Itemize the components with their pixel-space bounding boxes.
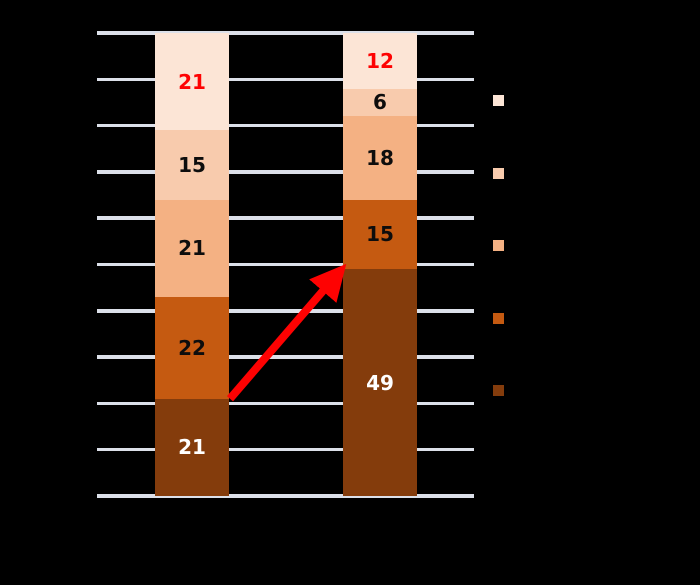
gridline	[97, 31, 474, 35]
legend-swatch-1	[493, 95, 504, 106]
gridline	[97, 77, 474, 82]
gridline	[97, 216, 474, 220]
gridline	[97, 494, 474, 498]
bar-segment-segment-lightest: 21	[155, 33, 229, 131]
bar-segment-value: 18	[366, 145, 394, 170]
bar-segment-value: 6	[373, 90, 387, 115]
gridline	[97, 170, 474, 174]
legend-swatch-4	[493, 312, 504, 324]
bar-segment-segment-dark: 15	[343, 199, 417, 270]
bar-segment-value: 21	[178, 69, 206, 94]
bar-segment-value: 12	[366, 48, 394, 73]
bar-segment-segment-light: 6	[343, 88, 417, 117]
legend-swatch-3	[493, 240, 504, 252]
bar-segment-value: 15	[366, 222, 394, 247]
bar-segment-segment-light: 15	[155, 130, 229, 200]
bar-segment-segment-dark: 22	[155, 296, 229, 399]
gridline	[97, 262, 474, 267]
bar-segment-value: 22	[178, 335, 206, 360]
gridline	[97, 447, 474, 452]
bar-segment-segment-darkest: 21	[155, 398, 229, 496]
gridline	[97, 401, 474, 406]
legend-swatch-5	[493, 385, 504, 397]
bar-segment-value: 15	[178, 152, 206, 177]
bar-segment-segment-darkest: 49	[343, 269, 417, 496]
bar-segment-value: 21	[178, 435, 206, 460]
gridline	[97, 123, 474, 128]
bar-segment-segment-medium: 21	[155, 199, 229, 297]
bar-segment-value: 49	[366, 370, 394, 395]
bar-segment-segment-medium: 18	[343, 116, 417, 200]
legend-swatch-2	[493, 167, 504, 179]
bar-segment-segment-lightest: 12	[343, 33, 417, 89]
bar-segment-value: 21	[178, 236, 206, 261]
